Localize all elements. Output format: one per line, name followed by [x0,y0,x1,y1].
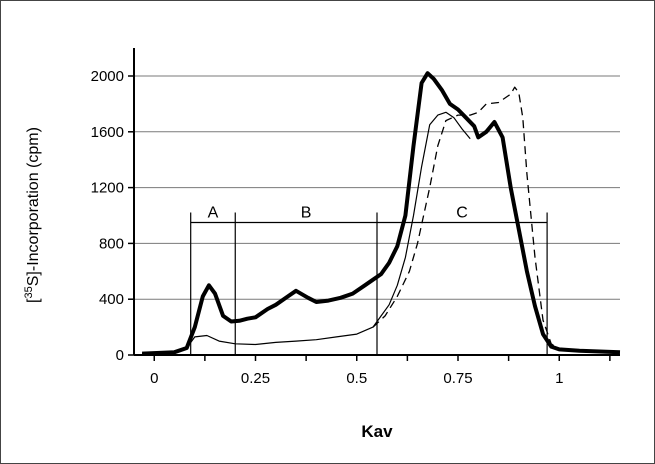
series [142,71,621,356]
y-tick-label: 0 [116,347,124,364]
axes: 0 400 800 1200 1600 2000 0 0.25 0.5 0.75 1 [91,48,620,387]
x-tick-label: 0 [150,370,158,387]
y-tick-label: 2000 [91,68,124,85]
y-tick-label: 800 [99,235,124,252]
region-label: C [456,204,468,221]
y-tick-label: 400 [99,291,124,308]
y-tick-label: 1200 [91,180,124,197]
x-tick-label: 0.75 [443,370,472,387]
x-axis-label: Kav [361,422,393,441]
y-axis-label: [35S]-Incorporation (cpm) [23,127,42,303]
region-label: B [301,204,312,221]
x-tick-label: 1 [555,370,563,387]
x-tick-label: 0.25 [241,370,270,387]
series-line-thick-solid [142,71,621,356]
y-tick-label: 1600 [91,124,124,141]
series-line-thin-dashed [372,86,560,350]
series-line-thin-solid [142,111,471,355]
region-label: A [208,204,219,221]
x-tick-label: 0.5 [346,370,367,387]
regions: A B C [190,204,548,355]
